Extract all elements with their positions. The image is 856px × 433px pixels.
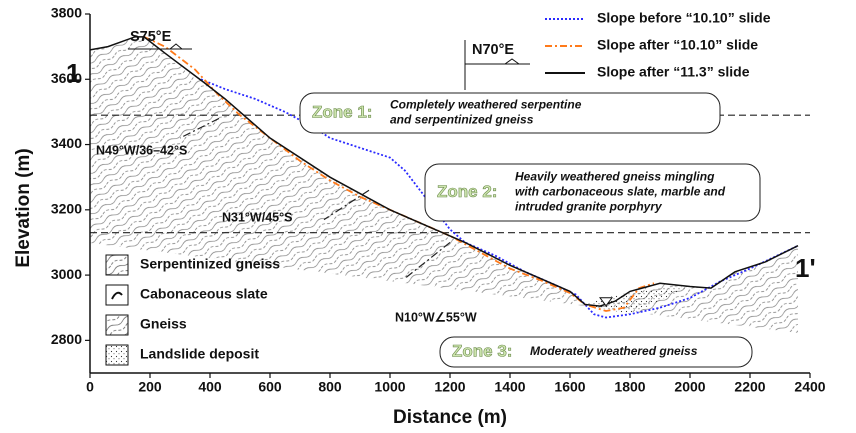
annotation: N10°W∠55°W: [395, 310, 477, 324]
lithology-label: Serpentinized gneiss: [140, 256, 280, 272]
y-tick-label: 3400: [51, 135, 82, 151]
annotation: S75°E: [130, 29, 172, 45]
x-tick-label: 2000: [674, 379, 705, 395]
annotation: 1': [795, 253, 816, 283]
zone-text: intruded granite porphyry: [515, 200, 663, 214]
zone-label: Zone 1:: [312, 102, 372, 121]
lithology-swatch: [105, 314, 129, 336]
annotation: N70°E: [472, 42, 514, 58]
y-axis-title: Elevation (m): [13, 148, 34, 267]
zone-box: [424, 163, 761, 222]
rock-mass: [90, 36, 798, 333]
annotation: 1: [66, 58, 80, 88]
x-tick-label: 600: [258, 379, 282, 395]
legend-label: Slope after “11.3” slide: [597, 64, 750, 80]
x-tick-label: 1200: [434, 379, 465, 395]
zone-text: Completely weathered serpentine: [390, 98, 582, 112]
dip-line: [179, 117, 220, 139]
lithology-swatch: [105, 284, 129, 306]
y-tick-label: 3600: [51, 70, 82, 86]
lithology-label: Landslide deposit: [140, 346, 259, 362]
y-tick-label: 2800: [51, 331, 82, 347]
annotation: N31°W/45°S: [222, 210, 292, 224]
dip-line: [323, 189, 370, 221]
zone-text: with carbonaceous slate, marble and: [515, 185, 726, 199]
y-tick-label: 3200: [51, 201, 82, 217]
x-tick-label: 2400: [794, 379, 825, 395]
slate-symbol: [111, 291, 123, 300]
profile-line: [89, 36, 799, 307]
x-tick-label: 1600: [554, 379, 585, 395]
x-axis-title: Distance (m): [393, 407, 507, 428]
lithology-swatch: [105, 254, 129, 276]
zone-text: Moderately weathered gneiss: [530, 344, 698, 358]
water-mark: [599, 297, 613, 307]
x-tick-label: 0: [86, 379, 94, 395]
annotation: N49°W/36–42°S: [96, 143, 187, 157]
y-tick-label: 3000: [51, 266, 82, 282]
x-tick-label: 1400: [494, 379, 525, 395]
x-tick-label: 1800: [614, 379, 645, 395]
legend-label: Slope after “10.10” slide: [597, 37, 758, 53]
zone-box: [299, 92, 721, 134]
landslide-deposit: [585, 286, 690, 315]
dip-line: [404, 241, 451, 279]
x-tick-label: 1000: [374, 379, 405, 395]
x-tick-label: 800: [318, 379, 342, 395]
plot-area: 0 200 400 600 800 1000 1200 1400 1600 1800 2000 220…: [51, 5, 826, 395]
strike-symbol: [464, 40, 530, 90]
x-tick-label: 2200: [734, 379, 765, 395]
x-tick-label: 400: [198, 379, 222, 395]
zone-label: Zone 2:: [437, 182, 497, 201]
zone-box: [439, 336, 753, 368]
lithology-label: Cabonaceous slate: [140, 286, 268, 302]
zone-text: Heavily weathered gneiss mingling: [515, 170, 715, 184]
zone-text: and serpentinized gneiss: [390, 113, 534, 127]
y-tick-label: 3800: [51, 5, 82, 21]
zone-label: Zone 3:: [452, 341, 512, 360]
lithology-swatch: [105, 344, 129, 366]
x-tick-label: 200: [138, 379, 162, 395]
legend-label: Slope before “10.10” slide: [597, 10, 771, 26]
strike-symbol: [128, 43, 192, 50]
lithology-label: Gneiss: [140, 316, 187, 332]
